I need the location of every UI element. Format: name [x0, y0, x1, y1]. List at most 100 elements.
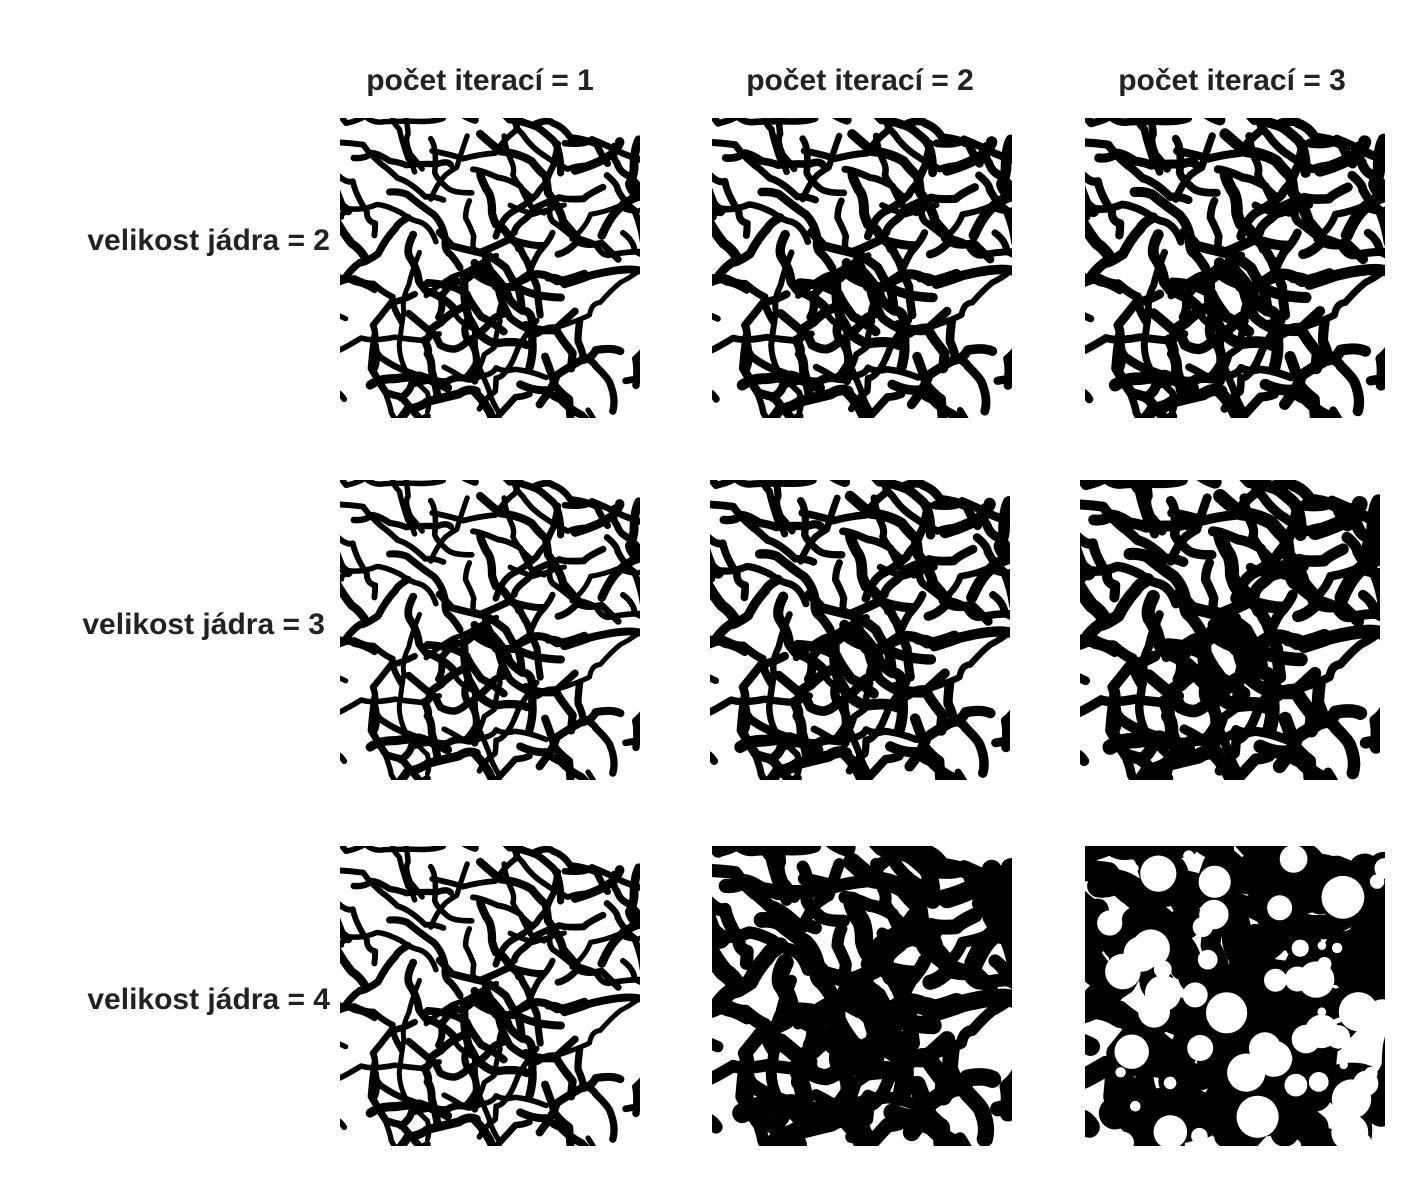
- texture-stroke: [340, 535, 379, 601]
- texture-stroke: [741, 290, 814, 388]
- texture-stroke: [462, 926, 478, 984]
- texture-stroke: [758, 480, 789, 538]
- texture-stroke: [943, 678, 989, 778]
- texture-stroke: [1210, 885, 1280, 992]
- texture-stroke: [768, 356, 855, 403]
- texture-stroke: [1254, 182, 1353, 238]
- texture-stroke: [340, 580, 371, 627]
- texture-stroke: [865, 276, 952, 338]
- texture-stroke: [1172, 132, 1216, 203]
- texture-stroke: [1359, 734, 1380, 749]
- texture-stroke: [512, 480, 598, 534]
- texture-stroke: [597, 191, 640, 240]
- texture-stroke: [340, 867, 447, 931]
- texture-image: [340, 846, 640, 1146]
- texture-stroke: [885, 741, 962, 780]
- texture-stroke: [428, 495, 470, 564]
- texture-stroke: [975, 171, 1012, 245]
- texture-stroke: [1080, 691, 1185, 718]
- texture-island: [1097, 910, 1123, 936]
- texture-stroke: [710, 574, 783, 649]
- texture-stroke: [1219, 167, 1271, 255]
- texture-stroke: [710, 533, 750, 602]
- texture-island: [1187, 1035, 1214, 1061]
- texture-stroke: [1173, 118, 1268, 163]
- texture-stroke: [340, 218, 371, 265]
- texture-stroke: [476, 530, 524, 615]
- texture-stroke: [343, 118, 446, 127]
- texture-stroke: [712, 172, 751, 239]
- texture-stroke: [470, 986, 589, 1021]
- texture-stroke: [971, 896, 1012, 980]
- texture-stroke: [757, 187, 837, 272]
- texture-stroke: [462, 560, 478, 618]
- column-header-iterations-2: počet iterací = 2: [746, 64, 974, 97]
- texture-stroke: [1080, 575, 1114, 630]
- texture-stroke: [1109, 702, 1140, 780]
- texture-stroke: [340, 901, 379, 967]
- texture-stroke: [396, 249, 432, 414]
- texture-stroke: [340, 173, 379, 239]
- texture-stroke: [1245, 923, 1319, 952]
- texture-island: [1308, 1072, 1329, 1092]
- texture-stroke: [1113, 289, 1188, 388]
- texture-island: [1130, 1100, 1141, 1112]
- texture-stroke: [1255, 118, 1344, 174]
- column-header-iterations-1: počet iterací = 1: [366, 64, 594, 97]
- texture-stroke: [1341, 531, 1380, 611]
- texture-stroke: [597, 553, 640, 602]
- panel-kernel-4-iter-1: [340, 846, 640, 1146]
- texture-island: [1326, 1025, 1350, 1049]
- texture-stroke: [800, 118, 894, 163]
- texture-stroke: [1245, 118, 1311, 178]
- texture-strokes: [712, 118, 1012, 418]
- texture-stroke: [1232, 636, 1322, 702]
- texture-stroke: [837, 1110, 875, 1146]
- texture-stroke: [797, 494, 841, 565]
- texture-stroke: [842, 387, 870, 418]
- texture-stroke: [1340, 188, 1385, 242]
- texture-stroke: [1081, 480, 1188, 490]
- texture-stroke: [1125, 480, 1160, 539]
- texture-stroke: [532, 480, 612, 530]
- texture-stroke: [1140, 248, 1178, 415]
- texture-stroke: [1238, 275, 1326, 339]
- texture-island: [1248, 1032, 1281, 1065]
- texture-stroke: [1213, 527, 1267, 618]
- texture-stroke: [343, 480, 446, 489]
- texture-stroke: [873, 118, 938, 178]
- texture-stroke: [792, 639, 879, 699]
- texture-stroke: [839, 748, 869, 780]
- panel-kernel-2-iter-2: [712, 118, 1012, 418]
- texture-stroke: [512, 846, 598, 900]
- texture-stroke: [1085, 171, 1125, 240]
- texture-stroke: [510, 183, 607, 236]
- texture-stroke: [1080, 532, 1121, 603]
- texture-stroke: [632, 1077, 640, 1118]
- texture-stroke: [773, 591, 829, 675]
- texture-image: [340, 118, 640, 418]
- texture-stroke: [791, 1002, 885, 1069]
- texture-island: [1153, 960, 1172, 979]
- texture-stroke: [930, 497, 1010, 528]
- texture-island: [1284, 966, 1310, 992]
- texture-image: [1085, 118, 1385, 418]
- texture-stroke: [712, 274, 778, 326]
- texture-stroke: [738, 651, 813, 750]
- texture-stroke: [712, 480, 817, 489]
- texture-stroke: [403, 846, 425, 900]
- texture-stroke: [1123, 547, 1207, 636]
- texture-island: [1331, 942, 1343, 954]
- texture-stroke: [369, 290, 442, 387]
- texture-image: [712, 846, 1012, 1146]
- texture-stroke: [340, 575, 412, 648]
- texture-stroke: [861, 501, 933, 603]
- texture-stroke: [710, 636, 776, 688]
- texture-island: [1267, 895, 1293, 921]
- texture-stroke: [625, 135, 640, 201]
- texture-island: [1264, 968, 1287, 992]
- texture-stroke: [737, 1014, 818, 1119]
- texture-stroke: [1085, 890, 1131, 975]
- texture-stroke: [340, 1059, 443, 1081]
- texture-stroke: [340, 139, 447, 203]
